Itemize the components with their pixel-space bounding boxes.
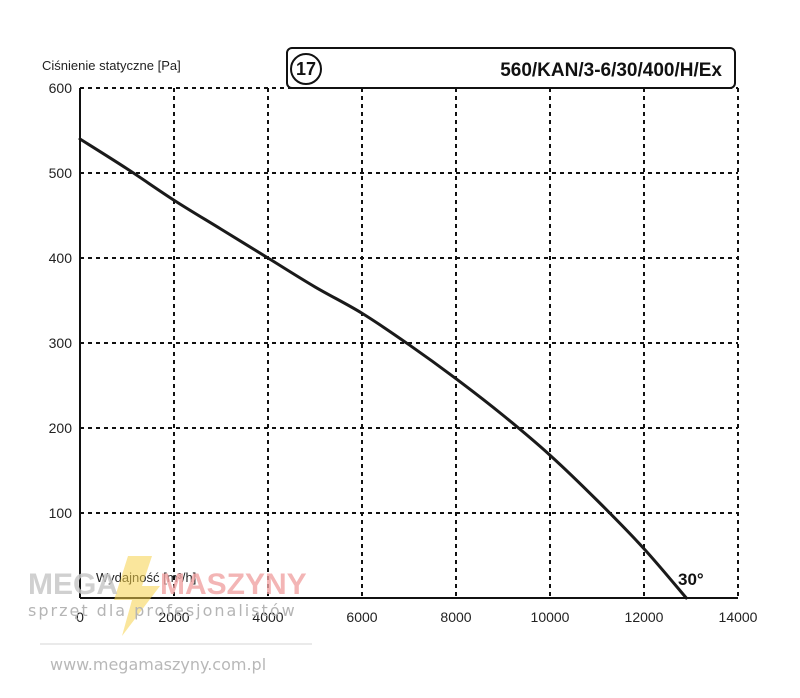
- model-header: 17 560/KAN/3-6/30/400/H/Ex: [286, 47, 736, 89]
- x-tick-label: 0: [76, 609, 84, 625]
- series-label-30deg: 30°: [678, 570, 704, 589]
- y-tick-label: 600: [49, 80, 73, 96]
- performance-curve: [78, 137, 688, 600]
- curve-number-label: 17: [296, 59, 316, 79]
- y-tick-label: 300: [49, 335, 73, 351]
- model-title: 560/KAN/3-6/30/400/H/Ex: [500, 60, 722, 81]
- x-tick-label: 12000: [625, 609, 664, 625]
- x-tick-label: 14000: [719, 609, 758, 625]
- y-axis-title: Ciśnienie statyczne [Pa]: [42, 58, 181, 73]
- y-tick-label: 200: [49, 420, 73, 436]
- x-tick-label: 10000: [531, 609, 570, 625]
- watermark-bolt-icon: [114, 556, 160, 636]
- watermark-tagline: sprzęt dla profesjonalistów: [28, 601, 297, 620]
- x-tick-labels: 0 2000 4000 6000 8000 10000 12000 14000: [76, 609, 758, 625]
- x-tick-label: 2000: [158, 609, 189, 625]
- watermark: MEGA MASZYNY sprzęt dla profesjonalistów…: [28, 556, 312, 674]
- watermark-maszyny-text: MASZYNY: [160, 568, 307, 601]
- y-tick-label: 400: [49, 250, 73, 266]
- curve-number-badge: [290, 53, 322, 85]
- x-tick-label: 8000: [440, 609, 471, 625]
- y-tick-label: 100: [49, 505, 73, 521]
- x-tick-label: 4000: [252, 609, 283, 625]
- watermark-url: www.megamaszyny.com.pl: [50, 655, 266, 674]
- plot-area: 100 200 300 400 500 600 0 2000 4000 6000 8000 1000…: [49, 80, 758, 625]
- x-tick-label: 6000: [346, 609, 377, 625]
- model-box: [286, 47, 736, 89]
- y-tick-label: 500: [49, 165, 73, 181]
- y-tick-labels: 100 200 300 400 500 600: [49, 80, 73, 521]
- watermark-mega-text: MEGA: [28, 568, 118, 601]
